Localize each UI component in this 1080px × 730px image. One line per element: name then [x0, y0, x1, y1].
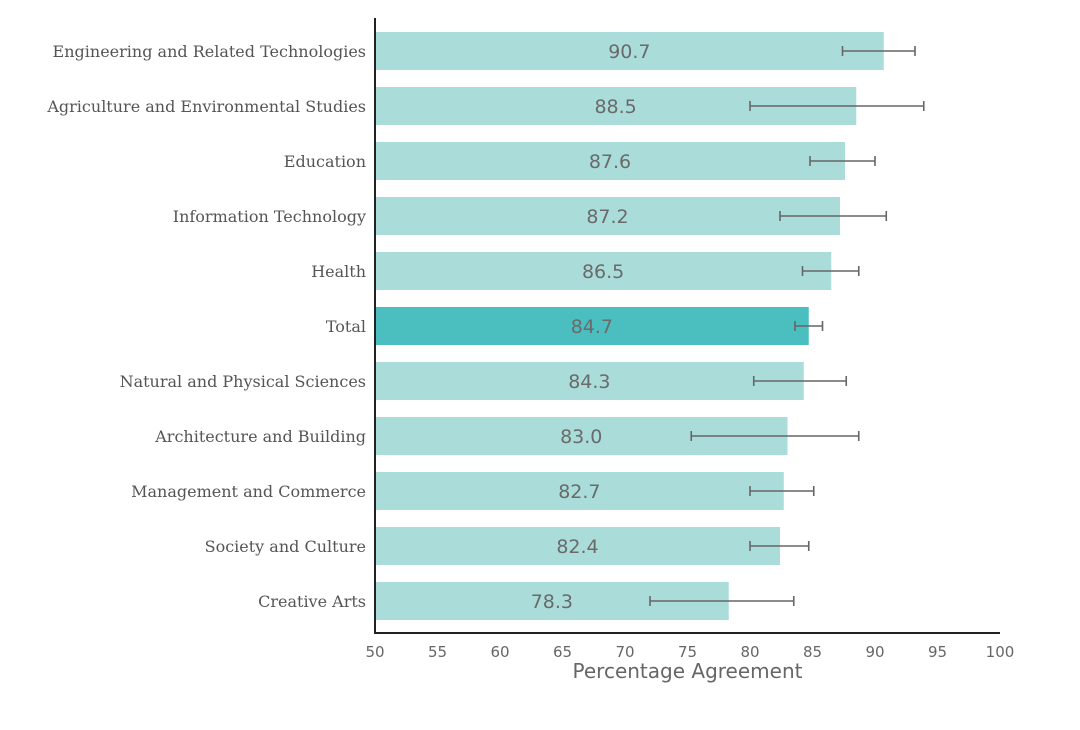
- x-tick-label: 80: [740, 643, 759, 661]
- value-label: 82.7: [558, 481, 600, 503]
- error-bar: [749, 486, 815, 496]
- value-label: 83.0: [560, 426, 602, 448]
- error-bar: [794, 321, 824, 331]
- bar: [375, 142, 845, 180]
- category-label: Creative Arts: [258, 592, 366, 611]
- bars-layer: [375, 32, 884, 620]
- value-label: 87.2: [586, 206, 628, 228]
- error-bars-layer: [649, 46, 925, 606]
- value-label: 86.5: [582, 261, 624, 283]
- x-tick-label: 90: [865, 643, 884, 661]
- value-label: 84.3: [568, 371, 610, 393]
- value-label: 88.5: [594, 96, 636, 118]
- x-tick-label: 55: [428, 643, 447, 661]
- error-bar: [801, 266, 860, 276]
- category-label: Health: [311, 262, 366, 281]
- bar: [375, 252, 832, 290]
- x-tick-label: 70: [615, 643, 634, 661]
- error-bar: [649, 596, 795, 606]
- value-labels-layer: 90.7 88.5 87.6 87.2 86.5 84.7 84.3 83.0 82.7 82.4…: [531, 41, 651, 613]
- bar: [375, 197, 840, 235]
- x-tick-label: 65: [553, 643, 572, 661]
- category-labels-layer: Engineering and Related Technologies Agri…: [46, 42, 366, 611]
- category-label: Agriculture and Environmental Studies: [46, 97, 366, 116]
- error-bar: [690, 431, 860, 441]
- error-bar: [841, 46, 916, 56]
- category-label: Management and Commerce: [131, 482, 366, 501]
- value-label: 90.7: [608, 41, 650, 63]
- category-label: Architecture and Building: [154, 427, 366, 446]
- x-tick-label: 85: [803, 643, 822, 661]
- bar: [375, 527, 780, 565]
- category-label: Natural and Physical Sciences: [120, 372, 366, 391]
- value-label: 84.7: [571, 316, 613, 338]
- category-label: Total: [326, 317, 366, 336]
- x-tick-labels-layer: 50 55 60 65 70 75 80 85 90 95 100: [365, 643, 1014, 661]
- category-label: Information Technology: [173, 207, 366, 226]
- bar: [375, 362, 804, 400]
- bar: [375, 307, 809, 345]
- value-label: 87.6: [589, 151, 631, 173]
- category-label: Education: [284, 152, 366, 171]
- x-tick-label: 60: [490, 643, 509, 661]
- bar: [375, 32, 884, 70]
- value-label: 78.3: [531, 591, 573, 613]
- error-bar: [779, 211, 888, 221]
- value-label: 82.4: [556, 536, 598, 558]
- bar: [375, 472, 784, 510]
- error-bar: [749, 101, 925, 111]
- category-label: Engineering and Related Technologies: [53, 42, 366, 61]
- x-tick-label: 95: [928, 643, 947, 661]
- x-tick-label: 100: [986, 643, 1015, 661]
- error-bar: [752, 376, 848, 386]
- error-bar: [809, 156, 876, 166]
- category-label: Society and Culture: [205, 537, 366, 556]
- x-tick-label: 50: [365, 643, 384, 661]
- x-tick-label: 75: [678, 643, 697, 661]
- x-axis-title: Percentage Agreement: [573, 659, 803, 683]
- error-bar: [749, 541, 810, 551]
